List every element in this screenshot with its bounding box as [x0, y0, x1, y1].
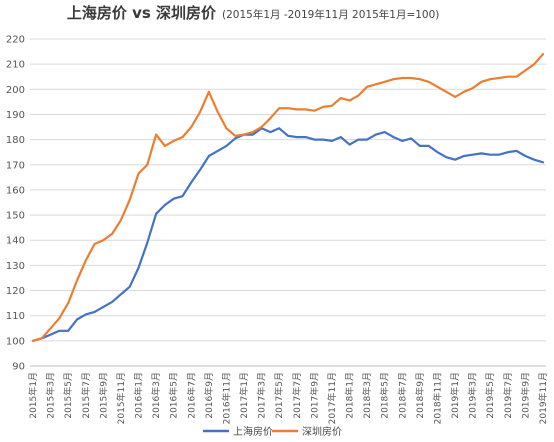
y-tick-label: 190	[6, 110, 25, 121]
y-axis: 90 100 110 120 130 140 150 160 170 180 190 200 210 22…	[6, 35, 25, 373]
legend-label-1: 上海房价	[233, 425, 273, 438]
x-tick-label: 2016年9月	[203, 372, 215, 419]
y-tick-label: 100	[6, 336, 25, 347]
series-line-1	[31, 127, 545, 342]
y-tick-label: 210	[6, 60, 25, 71]
gridlines	[30, 38, 546, 367]
x-tick-label: 2019年5月	[484, 372, 496, 419]
y-tick-label: 120	[6, 286, 25, 297]
x-tick-label: 2015年11月	[115, 372, 127, 424]
y-tick-label: 90	[12, 362, 25, 373]
x-tick-label: 2017年9月	[308, 372, 320, 419]
y-tick-label: 220	[6, 35, 25, 46]
y-tick-label: 200	[6, 85, 25, 96]
y-tick-label: 160	[6, 185, 25, 196]
x-axis: 2015年1月 2015年3月 2015年5月 2015年7月 2015年9月 2015年…	[27, 372, 549, 424]
x-tick-label: 2019年3月	[467, 372, 479, 419]
x-tick-label: 2016年7月	[185, 372, 197, 419]
x-tick-label: 2016年5月	[168, 372, 180, 419]
x-tick-label: 2018年1月	[344, 372, 356, 419]
x-tick-label: 2015年1月	[27, 372, 39, 419]
x-tick-label: 2019年9月	[519, 372, 531, 419]
x-tick-label: 2015年3月	[45, 372, 57, 419]
chart-subtitle: (2015年1月 -2019年11月 2015年1月=100)	[222, 8, 439, 21]
x-tick-label: 2016年3月	[150, 372, 162, 419]
y-tick-label: 180	[6, 135, 25, 146]
x-tick-label: 2015年7月	[80, 372, 92, 419]
x-tick-label: 2017年1月	[238, 372, 250, 419]
x-tick-label: 2018年3月	[361, 372, 373, 419]
x-tick-label: 2016年1月	[133, 372, 145, 419]
x-tick-label: 2018年7月	[396, 372, 408, 419]
x-tick-label: 2019年11月	[537, 372, 549, 424]
legend-label-2: 深圳房价	[302, 425, 342, 438]
x-tick-label: 2017年5月	[273, 372, 285, 419]
x-tick-label: 2019年1月	[449, 372, 461, 419]
chart-title: 上海房价 vs 深圳房价	[67, 4, 217, 22]
legend: 上海房价 深圳房价	[203, 425, 342, 438]
y-tick-label: 110	[6, 311, 25, 322]
x-tick-label: 2018年9月	[414, 372, 426, 419]
series-line-2	[31, 52, 545, 342]
x-tick-label: 2017年11月	[326, 372, 338, 424]
x-tick-label: 2016年11月	[220, 372, 232, 424]
x-tick-label: 2018年11月	[431, 372, 443, 424]
y-tick-label: 170	[6, 160, 25, 171]
x-tick-label: 2018年5月	[379, 372, 391, 419]
x-tick-label: 2017年7月	[291, 372, 303, 419]
y-tick-label: 150	[6, 211, 25, 222]
x-tick-label: 2015年9月	[97, 372, 109, 419]
x-tick-label: 2015年5月	[62, 372, 74, 419]
y-tick-label: 130	[6, 261, 25, 272]
plot-area	[31, 52, 545, 342]
x-tick-label: 2019年7月	[502, 372, 514, 419]
x-tick-label: 2017年3月	[256, 372, 268, 419]
y-tick-label: 140	[6, 236, 25, 247]
